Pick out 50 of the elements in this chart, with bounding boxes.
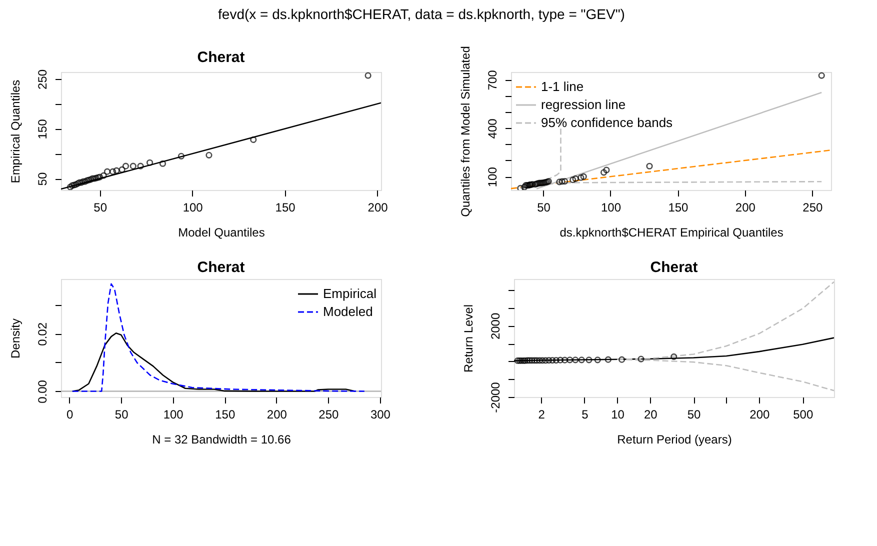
y-tick-label: 400 <box>486 118 500 139</box>
y-axis-title: Quantiles from Model Simulated <box>458 46 472 217</box>
x-axis-title: Model Quantiles <box>178 226 265 240</box>
y-tick-label: 250 <box>36 69 50 90</box>
chart-title: Cherat <box>650 259 698 276</box>
x-tick-label: 20 <box>644 408 658 422</box>
x-tick-label: 10 <box>611 408 625 422</box>
x-tick-label: 100 <box>163 408 184 422</box>
x-tick-label: 300 <box>370 408 391 422</box>
x-tick-label: 50 <box>94 200 108 214</box>
y-tick-label: 700 <box>486 70 500 90</box>
x-tick-label: 200 <box>750 408 770 422</box>
legend-label: regression line <box>541 97 626 112</box>
y-axis-title: Density <box>8 318 22 359</box>
y-tick-label: 150 <box>36 118 50 140</box>
x-tick-label: 50 <box>537 200 551 214</box>
y-tick-label: 2000 <box>488 312 502 340</box>
x-tick-label: 100 <box>182 200 204 214</box>
x-tick-label: 5 <box>582 408 589 422</box>
y-tick-label: 50 <box>36 172 50 186</box>
x-tick-label: 0 <box>66 408 74 422</box>
x-tick-label: 150 <box>215 408 236 422</box>
x-tick-label: 200 <box>266 408 288 422</box>
chart-title: Cherat <box>197 48 245 66</box>
legend-label: 1-1 line <box>541 79 584 94</box>
y-tick-label: 0.00 <box>36 380 50 404</box>
x-tick-label: 100 <box>600 200 622 214</box>
x-tick-label: 200 <box>735 200 756 214</box>
x-tick-label: 150 <box>275 200 296 214</box>
x-tick-label: 250 <box>318 408 340 422</box>
y-axis-title: Empirical Quantiles <box>8 80 22 184</box>
legend-label: Modeled <box>323 304 373 319</box>
y-axis-title: Return Level <box>462 304 476 373</box>
x-tick-label: 200 <box>368 200 388 214</box>
x-axis-title: ds.kpknorth$CHERAT Empirical Quantiles <box>560 226 784 240</box>
x-axis-title: N = 32 Bandwidth = 10.66 <box>152 432 292 446</box>
legend-label: 95% confidence bands <box>541 115 674 130</box>
y-tick-label: 100 <box>486 166 500 188</box>
x-tick-label: 2 <box>538 408 546 422</box>
x-tick-label: 250 <box>802 200 824 214</box>
legend-label: Empirical <box>323 286 377 301</box>
chart-title: Cherat <box>197 259 245 276</box>
x-tick-label: 150 <box>668 200 689 214</box>
text: fevd(x = ds.kpknorth$CHERAT, data = ds.kpknorth, type = "GEV") <box>218 6 625 22</box>
x-tick-label: 50 <box>687 408 702 422</box>
x-tick-label: 50 <box>114 408 129 422</box>
x-axis-title: Return Period (years) <box>617 432 732 446</box>
y-tick-label: 0.02 <box>36 322 50 346</box>
x-tick-label: 500 <box>793 408 814 422</box>
y-tick-label: -2000 <box>488 382 502 413</box>
